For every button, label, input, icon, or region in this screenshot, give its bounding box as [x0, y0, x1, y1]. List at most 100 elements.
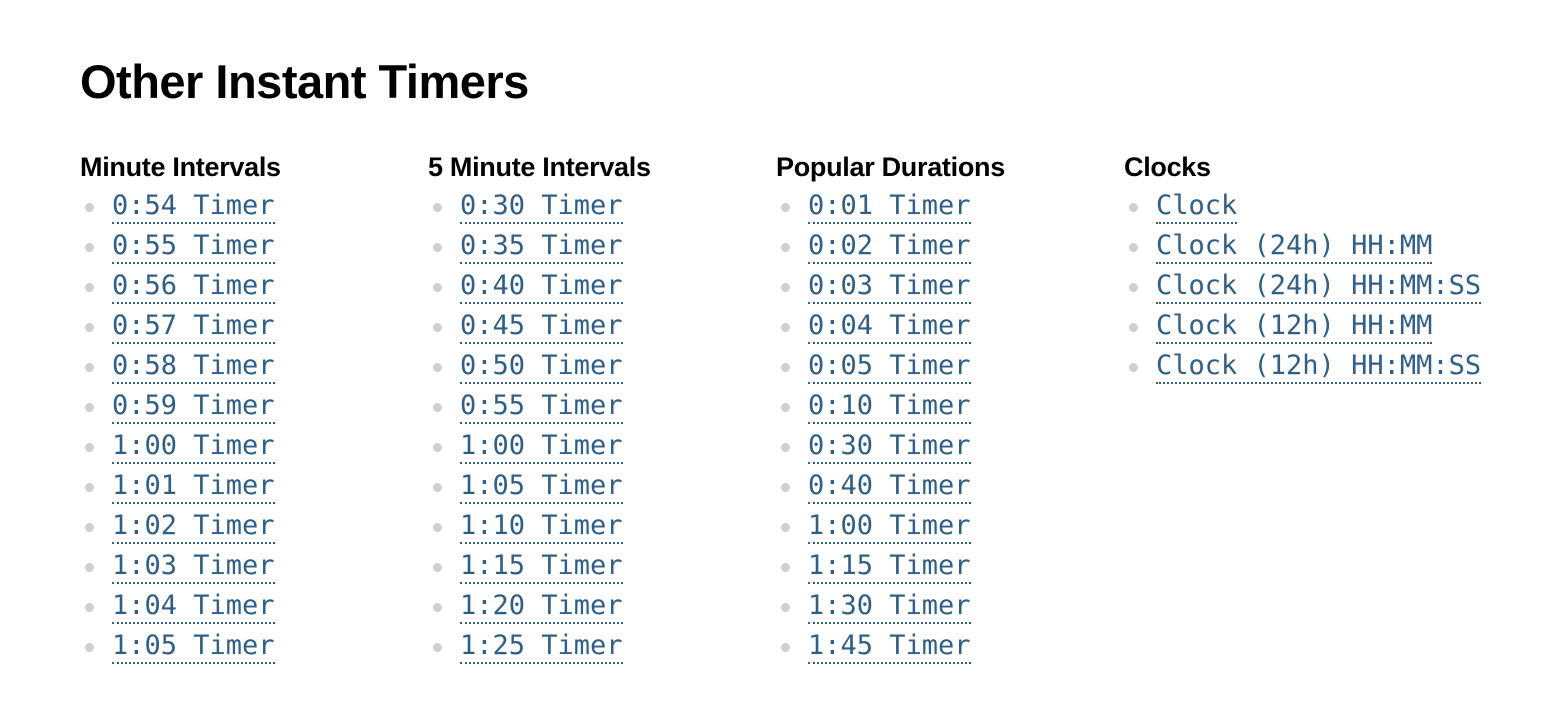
bullet-icon — [85, 483, 94, 492]
page-title: Other Instant Timers — [80, 55, 529, 108]
timer-link[interactable]: 1:20 Timer — [460, 590, 623, 624]
bullet-icon — [85, 643, 94, 652]
list-item: 1:00 Timer — [776, 506, 1116, 546]
list-item: 0:50 Timer — [428, 346, 768, 386]
timer-link[interactable]: 0:50 Timer — [460, 350, 623, 384]
bullet-icon — [85, 563, 94, 572]
list-item: 1:25 Timer — [428, 626, 768, 666]
timer-link[interactable]: 0:30 Timer — [460, 190, 623, 224]
bullet-icon — [781, 203, 790, 212]
bullet-icon — [85, 443, 94, 452]
column-minute-intervals: Minute Intervals 0:54 Timer 0:55 Timer 0… — [80, 148, 420, 666]
clock-link[interactable]: Clock (24h) HH:MM:SS — [1156, 270, 1482, 304]
bullet-icon — [781, 323, 790, 332]
timer-link[interactable]: 1:15 Timer — [460, 550, 623, 584]
bullet-icon — [85, 283, 94, 292]
list-item: 0:30 Timer — [428, 186, 768, 226]
timer-link[interactable]: 0:59 Timer — [112, 390, 275, 424]
timer-link[interactable]: 0:01 Timer — [808, 190, 971, 224]
list-item: 1:00 Timer — [80, 426, 420, 466]
timer-link[interactable]: 0:04 Timer — [808, 310, 971, 344]
timer-link[interactable]: 0:35 Timer — [460, 230, 623, 264]
clock-link[interactable]: Clock — [1156, 190, 1238, 224]
list-item: 0:55 Timer — [80, 226, 420, 266]
list-item: 1:00 Timer — [428, 426, 768, 466]
list-item: 0:40 Timer — [776, 466, 1116, 506]
timer-link[interactable]: 1:30 Timer — [808, 590, 971, 624]
bullet-icon — [433, 443, 442, 452]
timer-link[interactable]: 0:55 Timer — [460, 390, 623, 424]
clock-link[interactable]: Clock (24h) HH:MM — [1156, 230, 1433, 264]
list-item: 0:40 Timer — [428, 266, 768, 306]
timer-link[interactable]: 0:58 Timer — [112, 350, 275, 384]
timer-link[interactable]: 0:40 Timer — [808, 470, 971, 504]
timer-link[interactable]: 1:00 Timer — [460, 430, 623, 464]
timer-link[interactable]: 1:00 Timer — [808, 510, 971, 544]
timer-link[interactable]: 1:00 Timer — [112, 430, 275, 464]
timer-link[interactable]: 0:40 Timer — [460, 270, 623, 304]
list-item: Clock (24h) HH:MM — [1124, 226, 1464, 266]
clock-link[interactable]: Clock (12h) HH:MM:SS — [1156, 350, 1482, 384]
bullet-icon — [781, 363, 790, 372]
list-item: 1:45 Timer — [776, 626, 1116, 666]
list-item: 0:35 Timer — [428, 226, 768, 266]
list-item: 0:59 Timer — [80, 386, 420, 426]
timer-link[interactable]: 1:15 Timer — [808, 550, 971, 584]
column-heading: Clocks — [1124, 152, 1211, 182]
bullet-icon — [85, 323, 94, 332]
column-5-minute-intervals: 5 Minute Intervals 0:30 Timer 0:35 Timer… — [428, 148, 768, 666]
list-item: 1:30 Timer — [776, 586, 1116, 626]
bullet-icon — [433, 643, 442, 652]
timer-link[interactable]: 1:05 Timer — [460, 470, 623, 504]
list-item: 0:56 Timer — [80, 266, 420, 306]
column-heading: Minute Intervals — [80, 152, 281, 182]
bullet-icon — [85, 203, 94, 212]
timer-link[interactable]: 0:54 Timer — [112, 190, 275, 224]
list-item: Clock — [1124, 186, 1464, 226]
timer-link[interactable]: 0:05 Timer — [808, 350, 971, 384]
timer-link[interactable]: 0:57 Timer — [112, 310, 275, 344]
timer-link[interactable]: 1:25 Timer — [460, 630, 623, 664]
bullet-icon — [433, 563, 442, 572]
timer-link[interactable]: 0:56 Timer — [112, 270, 275, 304]
timer-link[interactable]: 1:02 Timer — [112, 510, 275, 544]
link-list: 0:01 Timer 0:02 Timer 0:03 Timer 0:04 Ti… — [776, 186, 1116, 666]
timer-link[interactable]: 1:01 Timer — [112, 470, 275, 504]
bullet-icon — [781, 243, 790, 252]
link-list: 0:30 Timer 0:35 Timer 0:40 Timer 0:45 Ti… — [428, 186, 768, 666]
timer-link[interactable]: 1:04 Timer — [112, 590, 275, 624]
list-item: 0:05 Timer — [776, 346, 1116, 386]
list-item: 0:04 Timer — [776, 306, 1116, 346]
clock-link[interactable]: Clock (12h) HH:MM — [1156, 310, 1433, 344]
bullet-icon — [781, 403, 790, 412]
bullet-icon — [781, 283, 790, 292]
list-item: 0:57 Timer — [80, 306, 420, 346]
list-item: 1:05 Timer — [80, 626, 420, 666]
timer-link[interactable]: 1:10 Timer — [460, 510, 623, 544]
timer-link[interactable]: 0:03 Timer — [808, 270, 971, 304]
bullet-icon — [781, 443, 790, 452]
bullet-icon — [433, 483, 442, 492]
bullet-icon — [85, 523, 94, 532]
column-heading: Popular Durations — [776, 152, 1005, 182]
bullet-icon — [1129, 323, 1138, 332]
bullet-icon — [1129, 363, 1138, 372]
list-item: Clock (12h) HH:MM — [1124, 306, 1464, 346]
timer-link[interactable]: 1:45 Timer — [808, 630, 971, 664]
bullet-icon — [85, 243, 94, 252]
timer-link[interactable]: 0:02 Timer — [808, 230, 971, 264]
bullet-icon — [781, 483, 790, 492]
list-item: 1:15 Timer — [428, 546, 768, 586]
bullet-icon — [1129, 203, 1138, 212]
list-item: 0:54 Timer — [80, 186, 420, 226]
link-list: 0:54 Timer 0:55 Timer 0:56 Timer 0:57 Ti… — [80, 186, 420, 666]
list-item: 0:03 Timer — [776, 266, 1116, 306]
list-item: 1:10 Timer — [428, 506, 768, 546]
timer-link[interactable]: 0:10 Timer — [808, 390, 971, 424]
timer-link[interactable]: 0:30 Timer — [808, 430, 971, 464]
timer-link[interactable]: 1:05 Timer — [112, 630, 275, 664]
timer-link[interactable]: 1:03 Timer — [112, 550, 275, 584]
list-item: 0:30 Timer — [776, 426, 1116, 466]
timer-link[interactable]: 0:45 Timer — [460, 310, 623, 344]
timer-link[interactable]: 0:55 Timer — [112, 230, 275, 264]
